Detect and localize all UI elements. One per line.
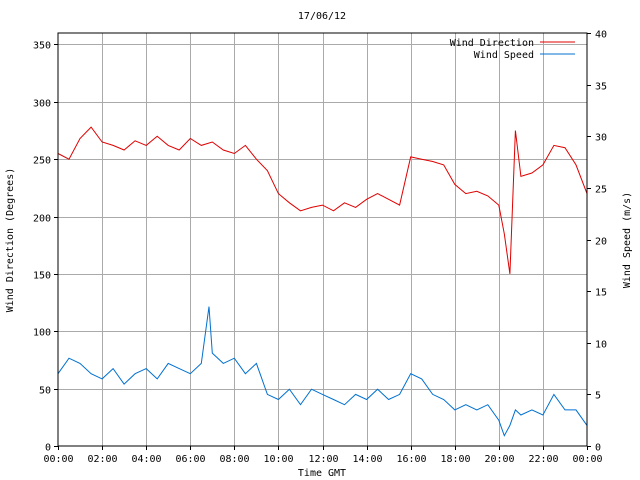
x-tick-label: 02:00 bbox=[87, 454, 117, 465]
y-right-tick-label: 40 bbox=[595, 30, 607, 41]
legend-label-wind-speed: Wind Speed bbox=[474, 50, 534, 61]
plot-frame bbox=[57, 32, 588, 447]
x-tick-label: 06:00 bbox=[175, 454, 205, 465]
x-tick-label: 12:00 bbox=[308, 454, 338, 465]
y-right-tick-label: 35 bbox=[595, 82, 607, 93]
y-right-tick-label: 25 bbox=[595, 185, 607, 196]
legend: Wind Direction Wind Speed bbox=[450, 38, 575, 61]
y-right-tick-label: 0 bbox=[595, 443, 601, 454]
x-tick-label: 22:00 bbox=[528, 454, 558, 465]
y-right-tick-label: 15 bbox=[595, 288, 607, 299]
legend-label-wind-direction: Wind Direction bbox=[450, 38, 534, 49]
series-line-wind-speed bbox=[57, 306, 588, 437]
grid bbox=[58, 33, 587, 446]
x-tick-label: 00:00 bbox=[572, 454, 602, 465]
x-tick-label: 10:00 bbox=[263, 454, 293, 465]
y-right-tick-label: 5 bbox=[595, 391, 601, 402]
x-axis-label: Time GMT bbox=[298, 468, 346, 479]
chart-title: 17/06/12 bbox=[298, 11, 346, 22]
x-tick-label: 08:00 bbox=[219, 454, 249, 465]
series-line-wind-direction bbox=[57, 126, 588, 274]
x-tick-label: 18:00 bbox=[440, 454, 470, 465]
x-tick-label: 16:00 bbox=[396, 454, 426, 465]
y-left-tick-label: 150 bbox=[33, 271, 51, 282]
y-left-tick-label: 350 bbox=[33, 41, 51, 52]
ticks: 00:00 02:00 04:00 06:00 08:00 10:00 12:00 14:00… bbox=[33, 30, 607, 466]
series-layer bbox=[57, 126, 588, 437]
y-right-tick-label: 20 bbox=[595, 237, 607, 248]
y-right-tick-label: 30 bbox=[595, 133, 607, 144]
x-tick-label: 14:00 bbox=[352, 454, 382, 465]
y-axis-right-label: Wind Speed (m/s) bbox=[622, 192, 633, 288]
x-tick-label: 04:00 bbox=[131, 454, 161, 465]
y-left-tick-label: 200 bbox=[33, 214, 51, 225]
y-right-tick-label: 10 bbox=[595, 340, 607, 351]
y-left-tick-label: 250 bbox=[33, 156, 51, 167]
x-tick-label: 00:00 bbox=[43, 454, 73, 465]
y-left-tick-label: 0 bbox=[45, 443, 51, 454]
x-tick-label: 20:00 bbox=[484, 454, 514, 465]
y-left-tick-label: 100 bbox=[33, 328, 51, 339]
y-left-tick-label: 300 bbox=[33, 99, 51, 110]
y-axis-left-label: Wind Direction (Degrees) bbox=[5, 168, 16, 313]
y-left-tick-label: 50 bbox=[39, 386, 51, 397]
